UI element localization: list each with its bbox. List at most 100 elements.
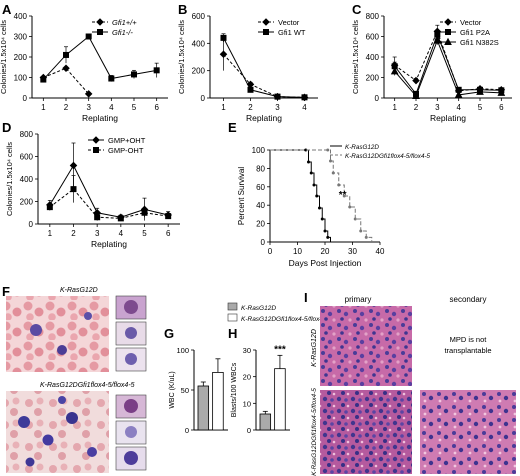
censor-point xyxy=(326,235,330,239)
data-point xyxy=(454,90,463,98)
y-tick-label: 200 xyxy=(14,53,28,62)
panel-i-row-top: K-RasG12D xyxy=(311,329,318,367)
y-axis-label: WBC (K/uL) xyxy=(169,371,176,408)
y-axis-label: Colonies/1.5x10⁴ cells xyxy=(5,142,14,216)
data-point xyxy=(274,93,281,100)
data-point xyxy=(262,18,270,26)
chart-g: 0 50 100 WBC (K/uL) xyxy=(169,346,228,435)
survival-curve xyxy=(270,149,331,242)
series-1 xyxy=(46,175,172,222)
y-tick-label: 400 xyxy=(192,39,206,48)
y-axis-label: Colonies/1.5x10⁴ cells xyxy=(177,20,186,94)
x-tick-label: 4 xyxy=(456,103,461,112)
chart-b: 0 200 400 600 1 2 3 4 Replating Colonies/1.5x10⁴ … xyxy=(177,12,318,123)
panel-letter-c: C xyxy=(352,2,362,17)
significance-mark: *** xyxy=(274,344,286,355)
panel-letter-h: H xyxy=(228,326,237,341)
y-tick-label: 20 xyxy=(243,373,251,382)
x-tick-label: 2 xyxy=(414,103,419,112)
data-point xyxy=(84,90,93,98)
y-axis-label: Percent Survival xyxy=(237,167,246,225)
panel-letter-d: D xyxy=(2,120,11,135)
chart-a: 0 100 200 300 400 1 2 3 4 5 6 Replating Colonies/1.5… xyxy=(0,12,168,123)
x-tick-label: 3 xyxy=(435,103,440,112)
data-point xyxy=(165,213,172,220)
censor-point xyxy=(329,159,332,163)
blast-cell xyxy=(66,412,78,424)
censor-point xyxy=(315,194,319,198)
data-point xyxy=(444,18,452,26)
smear-top xyxy=(6,296,109,372)
x-axis-label: Replating xyxy=(430,113,466,123)
inset-cell xyxy=(124,451,138,465)
censor-point xyxy=(342,194,346,198)
x-tick-label: 10 xyxy=(293,247,302,256)
y-tick-label: 0 xyxy=(375,94,380,103)
panel-letter-f: F xyxy=(2,284,10,299)
y-tick-label: 800 xyxy=(20,130,34,139)
y-axis-label: Blasts/100 WBCs xyxy=(231,362,238,417)
panel-i-col-secondary: secondary xyxy=(450,295,487,304)
panel-i-col-primary: primary xyxy=(345,295,372,304)
y-tick-label: 800 xyxy=(366,12,380,21)
y-axis-label: Colonies/1.5x10⁴ cells xyxy=(351,20,360,94)
x-tick-label: 6 xyxy=(166,229,171,238)
x-tick-label: 4 xyxy=(109,103,114,112)
x-tick-label: 5 xyxy=(478,103,483,112)
panel-i-note-line2: transplantable xyxy=(444,346,491,355)
y-tick-label: 100 xyxy=(176,346,189,355)
data-point xyxy=(433,36,442,44)
data-point xyxy=(301,94,308,101)
data-point xyxy=(85,33,92,40)
data-point xyxy=(94,214,101,221)
bar xyxy=(197,385,210,431)
y-tick-label: 40 xyxy=(256,201,265,210)
data-point xyxy=(40,76,47,83)
x-tick-label: 30 xyxy=(348,247,357,256)
chart-d: 0 200 400 600 800 1 2 3 4 5 6 Replating Colonies/1.5… xyxy=(5,130,180,249)
significance-mark: ** xyxy=(339,190,347,201)
y-tick-label: 0 xyxy=(201,94,206,103)
data-point xyxy=(69,161,78,170)
y-tick-label: 400 xyxy=(20,175,34,184)
x-tick-label: 3 xyxy=(95,229,100,238)
data-point xyxy=(97,28,104,35)
data-point xyxy=(153,67,160,74)
data-point xyxy=(96,18,104,26)
y-tick-label: 600 xyxy=(20,153,34,162)
chart-c: 0 200 400 600 800 1 2 3 4 5 6 Replating Colonies/1.5… xyxy=(351,12,512,123)
x-tick-label: 4 xyxy=(302,103,307,112)
series-1 xyxy=(220,33,308,101)
data-point xyxy=(46,204,53,211)
series-0 xyxy=(39,64,93,98)
y-tick-label: 600 xyxy=(192,12,206,21)
histology-primary-bottom xyxy=(320,390,412,474)
y-tick-label: 400 xyxy=(366,53,380,62)
x-tick-label: 20 xyxy=(321,247,330,256)
inset-cell xyxy=(124,399,138,413)
x-tick-label: 2 xyxy=(64,103,69,112)
panel-i-row-bottom: K-RasG12DGfi1flox4-5/flox4-5 xyxy=(311,388,318,476)
data-point xyxy=(108,75,115,82)
censor-point xyxy=(318,206,321,210)
series-line xyxy=(49,164,169,218)
inset-cell xyxy=(125,353,137,365)
x-tick-label: 3 xyxy=(275,103,280,112)
censor-point xyxy=(309,171,313,175)
y-tick-label: 30 xyxy=(243,346,251,355)
legend-label: GMP-OHT xyxy=(108,146,144,155)
panel-i-images: primary secondary K-RasG12D K-RasG12DGfi… xyxy=(311,295,516,476)
legend-label: Gfi1 N382S xyxy=(460,38,499,47)
y-tick-label: 60 xyxy=(256,183,265,192)
data-point xyxy=(412,91,420,99)
y-tick-label: 0 xyxy=(261,238,266,247)
series-line xyxy=(394,33,502,95)
legend-label: Gfi1-/- xyxy=(112,28,133,37)
data-point xyxy=(390,67,399,75)
censor-point xyxy=(323,229,327,233)
panel-letter-i: I xyxy=(304,290,308,305)
x-axis-label: Replating xyxy=(246,113,282,123)
y-tick-label: 0 xyxy=(23,94,28,103)
